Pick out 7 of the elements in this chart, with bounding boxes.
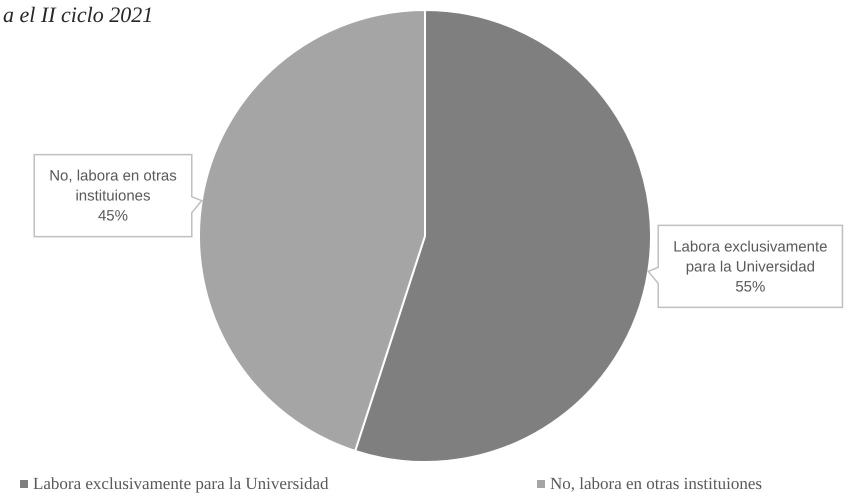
legend-label: Labora exclusivamente para la Universidad [33, 474, 329, 493]
chart-title: a el II ciclo 2021 [3, 2, 154, 27]
data-label: 45% [98, 208, 128, 225]
data-label: 55% [735, 278, 766, 296]
legend-label: No, labora en otras instituiones [550, 474, 762, 493]
slice-label: No, labora en otras instituiones [49, 168, 177, 205]
slice-label: Labora exclusivamente para la Universidad [673, 238, 828, 276]
